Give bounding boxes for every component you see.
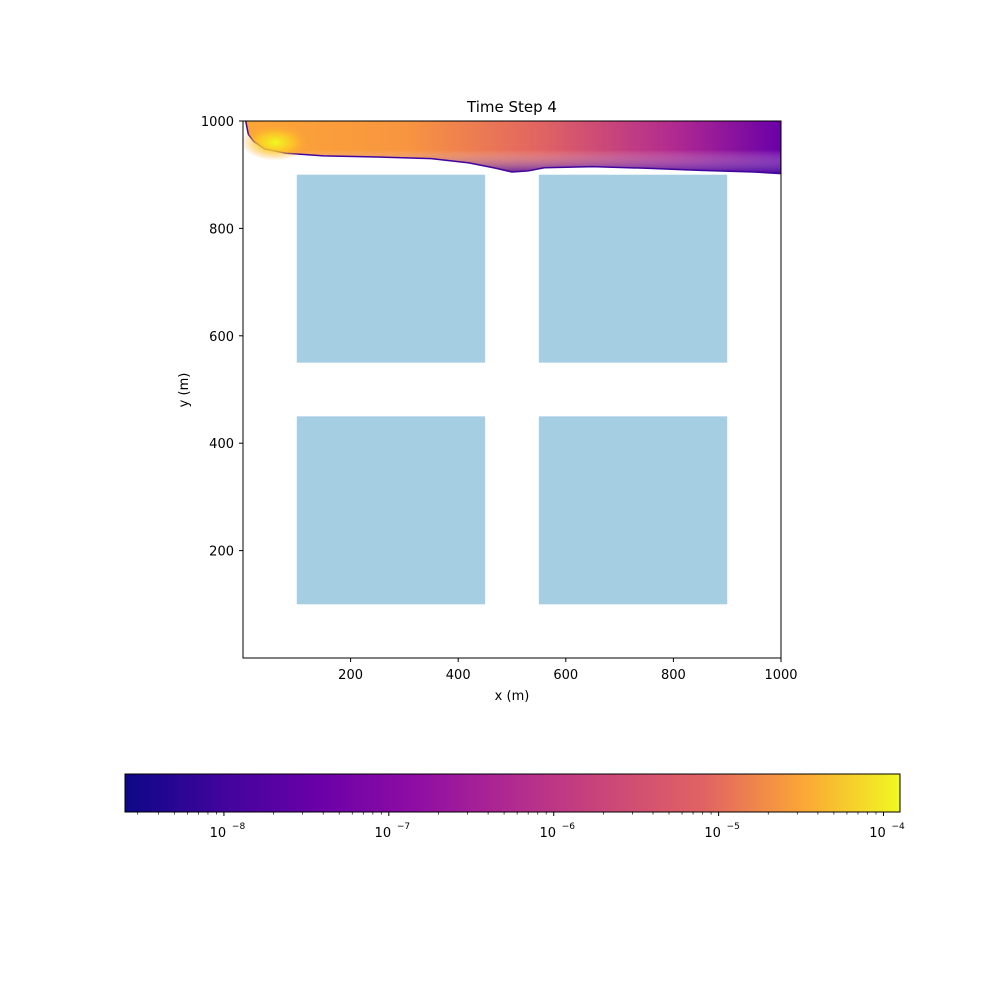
chart-title: Time Step 4 (466, 98, 557, 116)
x-axis: 200 400 600 800 1000 (338, 658, 798, 683)
colorbar-tick-label: 10 (375, 826, 392, 841)
colorbar-tick-label: 10 (704, 826, 721, 841)
y-axis-label: y (m) (177, 373, 192, 408)
y-tick-label: 200 (209, 545, 234, 560)
colorbar-tick-label: 10 (539, 826, 556, 841)
x-tick-label: 600 (553, 668, 578, 683)
y-tick-label: 600 (209, 330, 234, 345)
axes-frame (242, 120, 782, 659)
colorbar-tick-exponent: −4 (892, 822, 906, 832)
obstacle-4 (538, 174, 728, 363)
colorbar-tick-exponent: −6 (562, 822, 576, 832)
x-axis-label: x (m) (495, 689, 530, 704)
x-tick-label: 1000 (764, 668, 797, 683)
colorbar-tick-label: 10 (869, 826, 886, 841)
y-tick-label: 800 (209, 222, 234, 237)
colorbar-tick-exponent: −7 (397, 822, 410, 832)
obstacle-1 (296, 416, 486, 605)
x-tick-label: 800 (661, 668, 686, 683)
x-tick-label: 400 (446, 668, 471, 683)
obstacle-3 (296, 174, 486, 363)
colorbar-tick-label: 10 (210, 826, 227, 841)
plume-source (243, 124, 310, 161)
y-axis: 200 400 600 800 1000 (201, 115, 243, 560)
colorbar (124, 773, 901, 813)
y-tick-label: 1000 (201, 115, 234, 130)
plume-shading (245, 121, 781, 174)
colorbar-tick-exponent: −8 (232, 822, 246, 832)
colorbar-tick-exponent: −5 (727, 822, 740, 832)
colorbar-axis: 10 −8 10 −7 10 −6 10 −5 10 −4 (137, 812, 906, 841)
y-tick-label: 400 (209, 437, 234, 452)
obstacle-2 (538, 416, 728, 605)
plot-area (243, 121, 781, 605)
x-tick-label: 200 (338, 668, 363, 683)
